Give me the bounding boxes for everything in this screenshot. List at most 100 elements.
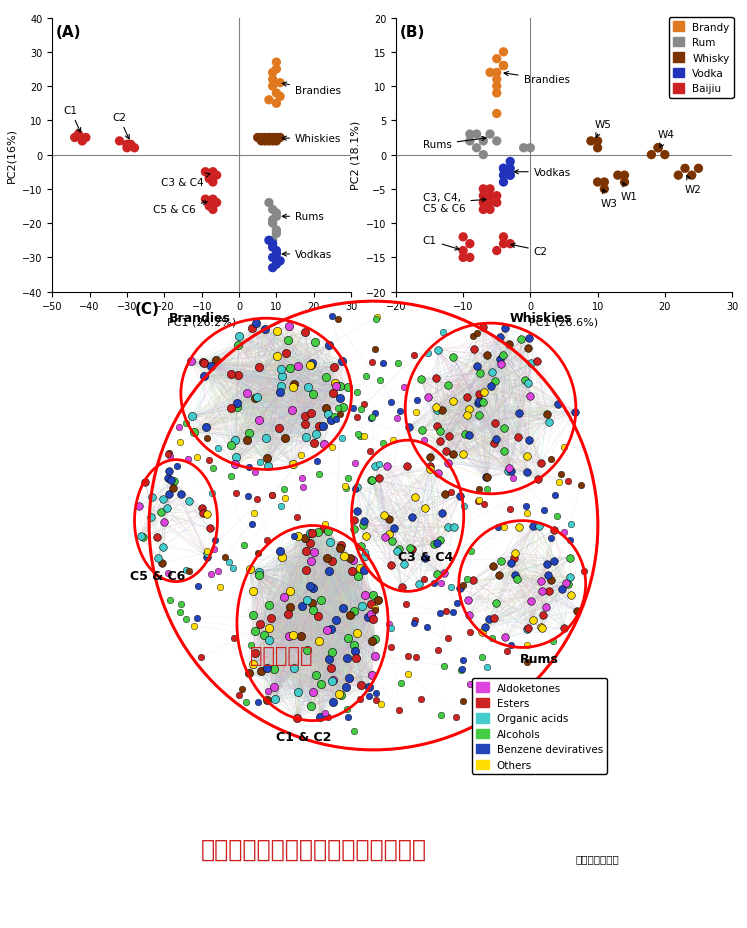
Point	[140, 475, 152, 490]
Point	[232, 329, 244, 344]
Point	[512, 431, 524, 445]
Point	[212, 441, 224, 456]
Point	[197, 506, 209, 521]
Point	[366, 410, 378, 425]
Point	[474, 367, 486, 381]
Point	[314, 710, 326, 725]
Point	[270, 247, 282, 262]
Point	[162, 446, 174, 461]
Point	[274, 90, 286, 105]
Point	[335, 688, 347, 702]
Point	[244, 460, 255, 475]
Point	[505, 464, 517, 479]
Point	[686, 169, 698, 184]
Point	[468, 342, 480, 357]
Point	[463, 608, 475, 623]
Point	[359, 545, 371, 560]
Point	[391, 544, 403, 559]
Point	[366, 634, 378, 649]
Point	[231, 396, 243, 411]
Point	[489, 374, 500, 389]
Point	[575, 479, 587, 494]
Point	[280, 346, 292, 361]
Point	[247, 608, 259, 623]
Point	[188, 425, 200, 440]
Point	[484, 202, 496, 217]
Point	[229, 433, 241, 448]
Point	[498, 230, 509, 245]
Point	[270, 224, 282, 238]
Point	[437, 325, 449, 340]
Point	[419, 551, 431, 566]
Point	[447, 605, 459, 620]
Point	[274, 385, 286, 400]
Point	[374, 457, 385, 471]
Point	[505, 638, 517, 652]
Point	[253, 569, 265, 584]
Point	[382, 617, 394, 632]
Point	[306, 356, 317, 371]
Point	[300, 430, 312, 445]
Y-axis label: PC2 (18.1%): PC2 (18.1%)	[350, 121, 360, 190]
Point	[292, 685, 304, 700]
Point	[328, 409, 340, 424]
Point	[299, 417, 311, 432]
Text: 酱香型白酒: 酱香型白酒	[249, 645, 312, 665]
Point	[176, 597, 187, 612]
Point	[158, 515, 170, 530]
Point	[233, 688, 245, 702]
Point	[323, 339, 335, 354]
Point	[513, 406, 525, 421]
Point	[371, 686, 382, 701]
Point	[344, 551, 356, 566]
Point	[300, 531, 311, 546]
Point	[342, 380, 354, 394]
Point	[521, 506, 533, 521]
Point	[521, 465, 533, 480]
Point	[232, 368, 244, 383]
Point	[279, 491, 291, 506]
Point	[494, 330, 506, 345]
Point	[313, 467, 325, 482]
Point	[351, 625, 363, 640]
Point	[520, 499, 532, 514]
Point	[560, 576, 571, 591]
Point	[282, 333, 294, 348]
Point	[283, 319, 295, 334]
Text: C2: C2	[112, 113, 129, 140]
Point	[201, 544, 213, 559]
Point	[356, 539, 368, 554]
Point	[305, 699, 317, 714]
Point	[442, 521, 454, 535]
Point	[155, 505, 167, 520]
Point	[267, 131, 279, 146]
Point	[299, 409, 311, 424]
Point	[348, 724, 360, 739]
Point	[265, 611, 277, 625]
Point	[551, 509, 562, 524]
Point	[317, 437, 329, 452]
Point	[283, 629, 295, 644]
Point	[295, 448, 307, 463]
Point	[402, 667, 414, 682]
Point	[267, 251, 279, 265]
Point	[484, 127, 496, 142]
Point	[368, 649, 380, 664]
Point	[297, 480, 309, 495]
Point	[252, 695, 264, 710]
Text: Whiskies: Whiskies	[510, 312, 572, 325]
Point	[270, 56, 282, 71]
Point	[464, 127, 476, 142]
Point	[498, 161, 509, 176]
Point	[192, 579, 204, 594]
Point	[459, 427, 471, 442]
Point	[320, 623, 332, 638]
Point	[362, 689, 374, 703]
Text: C3, C4,
C5 & C6: C3, C4, C5 & C6	[423, 192, 486, 214]
Point	[471, 494, 483, 509]
Legend: Brandy, Rum, Whisky, Vodka, Baijiu: Brandy, Rum, Whisky, Vodka, Baijiu	[669, 19, 734, 98]
Point	[432, 343, 444, 358]
Point	[659, 148, 671, 163]
Point	[262, 598, 274, 612]
Point	[354, 561, 366, 575]
